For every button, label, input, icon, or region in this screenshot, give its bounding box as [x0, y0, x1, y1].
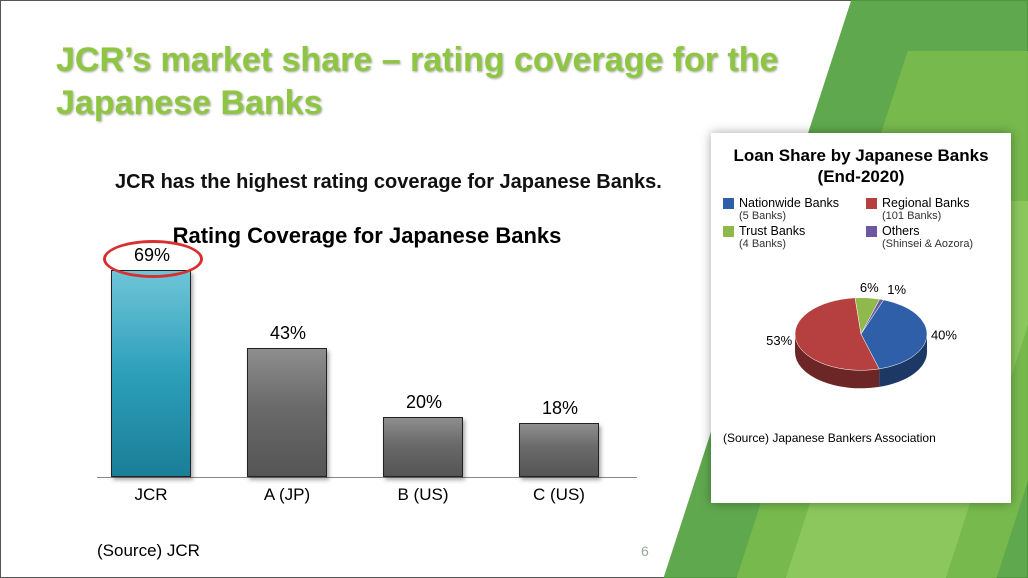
- pie-slice-label: 6%: [860, 280, 879, 295]
- bar-chart-source: (Source) JCR: [97, 541, 200, 561]
- pie-panel: Loan Share by Japanese Banks (End-2020) …: [711, 133, 1011, 503]
- legend-swatch: [723, 226, 734, 237]
- pie-legend: Nationwide Banks(5 Banks) Regional Banks(…: [723, 196, 999, 250]
- pie-chart-title: Loan Share by Japanese Banks (End-2020): [723, 145, 999, 188]
- bar-category-label: A (JP): [227, 485, 347, 505]
- legend-swatch: [723, 198, 734, 209]
- legend-label: Trust Banks(4 Banks): [739, 224, 805, 250]
- highlight-circle: [103, 240, 203, 278]
- pie-slice-label: 40%: [931, 327, 957, 342]
- legend-item: Nationwide Banks(5 Banks): [723, 196, 856, 222]
- bar-category-label: B (US): [363, 485, 483, 505]
- bar-b-us-: 20%: [383, 417, 463, 477]
- bar-category-label: JCR: [91, 485, 211, 505]
- slide-subtitle: JCR has the highest rating coverage for …: [115, 171, 662, 194]
- slide: JCR’s market share – rating coverage for…: [0, 0, 1028, 578]
- legend-swatch: [866, 198, 877, 209]
- bar-value-label: 20%: [384, 392, 464, 413]
- legend-label: Regional Banks(101 Banks): [882, 196, 970, 222]
- pie-chart-source: (Source) Japanese Bankers Association: [723, 431, 999, 445]
- legend-label: Nationwide Banks(5 Banks): [739, 196, 839, 222]
- pie-slice-label: 53%: [766, 333, 792, 348]
- pie-svg: 40% 53% 6% 1%: [751, 256, 971, 416]
- bar-chart: Rating Coverage for Japanese Banks 69%JC…: [87, 223, 647, 533]
- pie-slice-label: 1%: [887, 282, 906, 297]
- bar-c-us-: 18%: [519, 423, 599, 477]
- bar-plot-area: 69%JCR43%A (JP)20%B (US)18%C (US): [97, 267, 637, 478]
- legend-item: Trust Banks(4 Banks): [723, 224, 856, 250]
- bar-jcr: 69%: [111, 270, 191, 477]
- pie-wrap: 40% 53% 6% 1%: [723, 256, 999, 419]
- bar-a-jp-: 43%: [247, 348, 327, 477]
- bar-value-label: 18%: [520, 398, 600, 419]
- legend-swatch: [866, 226, 877, 237]
- page-number: 6: [641, 543, 649, 559]
- legend-item: Regional Banks(101 Banks): [866, 196, 999, 222]
- slide-title: JCR’s market share – rating coverage for…: [56, 39, 796, 124]
- legend-label: Others(Shinsei & Aozora): [882, 224, 973, 250]
- bar-category-label: C (US): [499, 485, 619, 505]
- bar-value-label: 43%: [248, 323, 328, 344]
- legend-item: Others(Shinsei & Aozora): [866, 224, 999, 250]
